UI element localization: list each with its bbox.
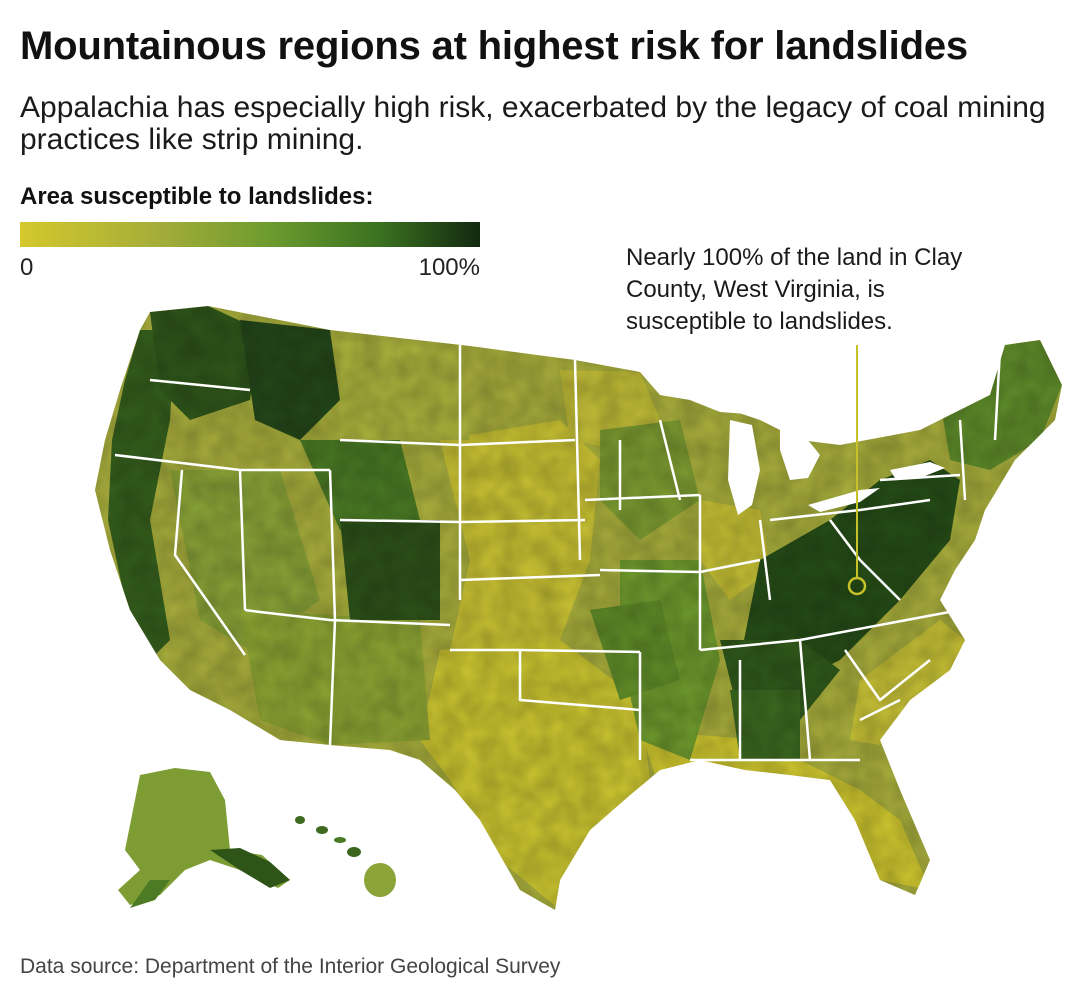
lake-michigan xyxy=(728,420,760,515)
clay-county-marker xyxy=(847,576,867,596)
hawaii-molokai xyxy=(334,837,346,843)
alaska xyxy=(118,768,290,908)
hawaii xyxy=(295,816,396,897)
legend-min-label: 0 xyxy=(20,254,34,281)
alaska-panhandle-high-risk xyxy=(210,848,290,888)
legend-max-label: 100% xyxy=(418,254,480,281)
lower-48-states xyxy=(95,306,1062,910)
lake-superior xyxy=(640,372,770,415)
hawaii-big-island xyxy=(364,863,396,897)
legend-title: Area susceptible to landslides: xyxy=(20,183,374,210)
hawaii-kauai xyxy=(295,816,305,824)
legend-color-ramp xyxy=(20,222,480,247)
hawaii-oahu xyxy=(316,826,328,834)
lake-erie xyxy=(808,488,880,512)
alaska-peninsula xyxy=(130,880,170,908)
lake-huron xyxy=(780,420,820,480)
lake-ontario xyxy=(890,462,945,478)
state-borders xyxy=(114,345,1002,762)
chart-title: Mountainous regions at highest risk for … xyxy=(20,24,968,68)
county-texture xyxy=(95,306,1062,910)
clay-county-annotation: Nearly 100% of the land in Clay County, … xyxy=(626,244,963,335)
chart-subtitle: Appalachia has especially high risk, exa… xyxy=(20,91,1046,156)
data-source-note: Data source: Department of the Interior … xyxy=(20,955,561,978)
hawaii-maui xyxy=(347,847,361,857)
